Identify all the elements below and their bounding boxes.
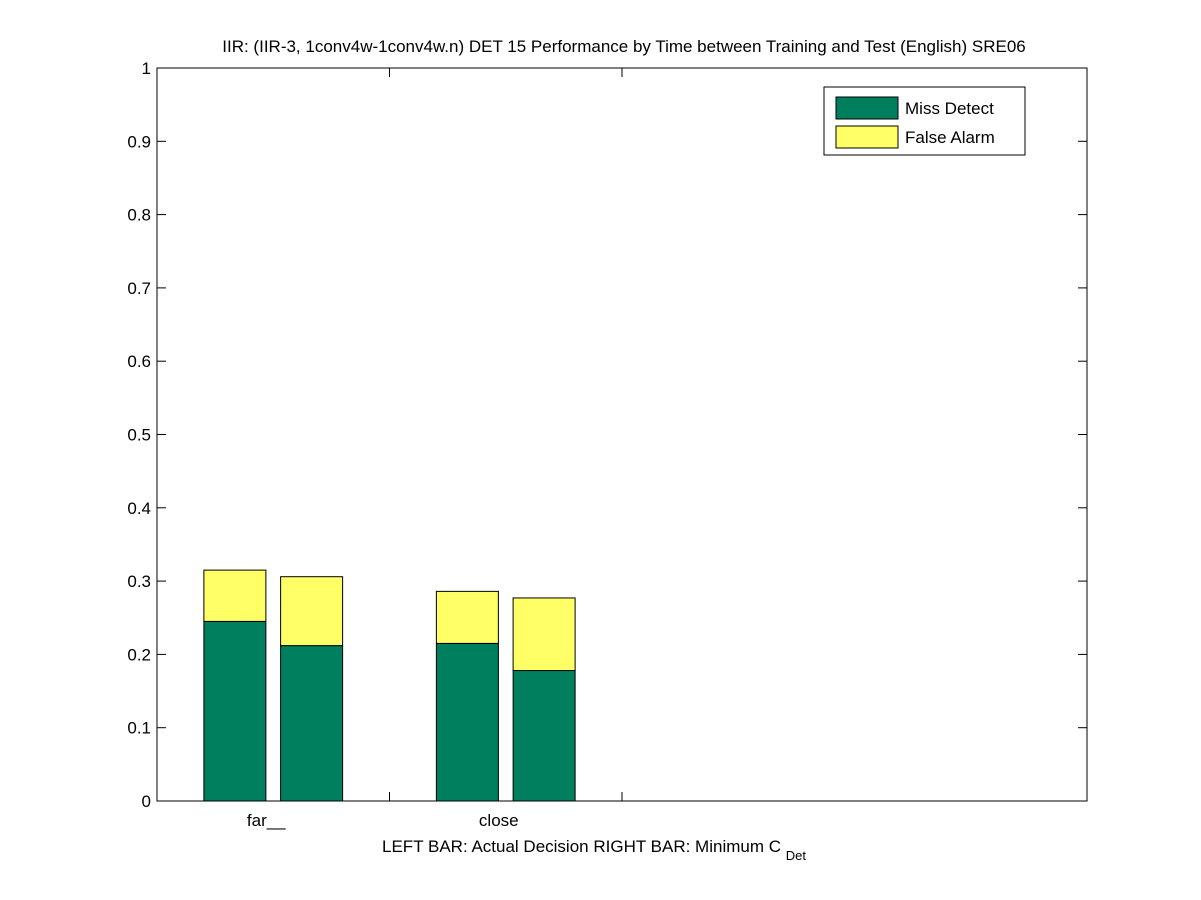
y-tick-label: 0.8: [127, 206, 151, 225]
bar-minimum-miss-detect: [280, 645, 344, 802]
y-tick-label: 1: [142, 59, 151, 78]
bars: [203, 569, 576, 802]
x-tick-label: close: [479, 811, 519, 830]
x-tick-labels: far__ close: [247, 811, 519, 830]
chart-title: IIR: (IIR-3, 1conv4w-1conv4w.n) DET 15 P…: [222, 37, 1025, 56]
y-tick-label: 0.9: [127, 132, 151, 151]
legend-label-miss-detect: Miss Detect: [905, 99, 994, 118]
y-tick-label: 0: [142, 792, 151, 811]
y-tick-label: 0.5: [127, 426, 151, 445]
bar-actual-miss-detect: [435, 642, 499, 802]
bar-actual-miss-detect: [203, 620, 267, 802]
y-tick-labels: 0 0.1 0.2 0.3 0.4 0.5 0.6 0.7 0.8 0.9 1: [127, 59, 151, 811]
bar-minimum-false-alarm: [280, 576, 344, 647]
bar-minimum-false-alarm: [512, 597, 576, 672]
legend: Miss Detect False Alarm: [823, 86, 1026, 156]
legend-swatch-miss-detect: [835, 96, 899, 120]
bar-minimum-miss-detect: [512, 670, 576, 802]
y-tick-label: 0.2: [127, 645, 151, 664]
axis-ticks: [157, 67, 1087, 802]
x-axis-label: LEFT BAR: Actual Decision RIGHT BAR: Min…: [382, 837, 806, 863]
legend-swatch-false-alarm: [835, 125, 899, 149]
y-tick-label: 0.4: [127, 499, 151, 518]
bar-actual-false-alarm: [435, 590, 499, 644]
y-tick-label: 0.7: [127, 279, 151, 298]
y-tick-label: 0.1: [127, 719, 151, 738]
y-tick-label: 0.3: [127, 572, 151, 591]
bar-actual-false-alarm: [203, 569, 267, 622]
y-tick-label: 0.6: [127, 352, 151, 371]
left-bar-label: LEFT BAR: Actual Decision: [382, 837, 589, 856]
right-bar-label: RIGHT BAR: Minimum C: [593, 837, 781, 856]
right-bar-label-subscript: Det: [786, 848, 807, 863]
x-tick-label: far__: [247, 811, 286, 830]
legend-label-false-alarm: False Alarm: [905, 128, 995, 147]
